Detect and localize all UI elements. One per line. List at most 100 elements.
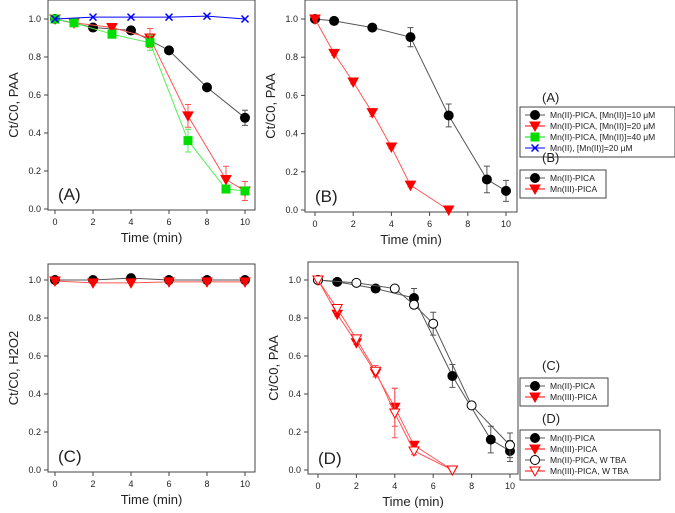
data-point [408,446,420,458]
series-line [314,18,449,211]
legend-entry: Mn(II)-PICA, [Mn(II)]=10 μM [550,110,655,120]
x-tick-label: 4 [389,219,394,229]
x-tick-label: 2 [90,479,95,489]
data-point [312,275,324,287]
x-tick-label: 10 [240,217,250,227]
data-point [505,440,515,451]
data-point [331,304,344,315]
y-tick-label: 0.8 [288,313,301,323]
x-tick-label: 6 [431,481,436,491]
data-point [239,277,251,288]
y-tick-label: 1.0 [285,14,298,24]
plot-frame [47,263,256,473]
data-point [466,400,477,411]
legend-entry: Mn(II)-PICA, [Mn(II)]=40 μM [550,132,655,142]
data-point [164,13,174,22]
y-tick-label: 0.4 [285,129,298,139]
panel-3: 0 2 4 6 8 10 0.0 0.2 0.4 0.6 0.8 1.0 Time (min) Ct/C0… [266,261,661,509]
x-tick-label: 6 [166,479,171,489]
series-1 [309,14,455,217]
legend-marker [529,444,541,456]
y-axis-label: Ct/C0, PAA [6,72,21,138]
data-point [443,110,454,121]
x-tick-label: 6 [427,219,432,229]
y-tick-label: 0.6 [285,90,298,100]
series-3 [50,12,250,24]
x-tick-label: 0 [52,479,57,489]
y-tick-label: 0.2 [285,167,298,177]
data-point [183,136,193,146]
data-point [501,185,511,196]
x-axis-label: Time (min) [382,494,444,508]
series-2 [313,275,515,459]
data-point [366,108,379,119]
y-tick-label: 0.0 [288,465,301,475]
series-line [55,277,245,281]
y-axis-label: Ct/C0, PAA [263,73,278,139]
x-tick-label: 4 [392,481,397,491]
y-tick-label: 0.6 [28,90,41,100]
data-point [88,13,98,22]
data-point [107,29,117,39]
data-point [351,277,362,288]
data-point [350,334,363,345]
data-point [485,434,496,445]
data-point [202,12,212,21]
data-point [409,299,419,310]
data-point [389,283,400,294]
data-point [87,278,99,289]
y-tick-label: 0.4 [288,389,301,399]
legend-entry: Mn(III)-PICA [550,392,598,402]
x-tick-label: 0 [315,481,320,491]
x-tick-label: 2 [90,217,95,227]
y-tick-label: 1.0 [28,14,41,24]
series-line [54,280,245,284]
data-point [202,82,212,93]
legend-box [519,106,675,158]
legend-entry: Mn(II)-PICA, W TBA [550,455,627,465]
data-point [385,142,398,153]
legend-title: (C) [542,358,560,373]
legend-title: (D) [542,411,560,426]
y-tick-label: 0.4 [28,389,41,399]
series-line [54,15,246,20]
y-axis-label: Ct/C0, H2O2 [6,331,21,405]
panel-label: (C) [58,447,82,466]
x-tick-label: 0 [312,219,317,229]
plot-frame [304,0,518,213]
x-axis-label: Time (min) [380,232,442,247]
y-tick-label: 0.8 [285,52,298,62]
data-point [442,205,455,217]
data-point [405,32,416,43]
series-0 [310,14,511,202]
legend-marker [530,143,540,153]
panel-label: (B) [315,187,338,206]
data-point [328,48,340,60]
data-point [240,186,250,196]
data-point [106,23,118,34]
panel-0: 0 2 4 6 8 10 0.0 0.2 0.4 0.6 0.8 1.0 Time (min) Ct/C0… [6,0,675,245]
y-tick-label: 0.0 [28,465,41,475]
legend-entry: Mn(II)-PICA [550,433,595,443]
legend-marker [530,110,540,120]
series-1 [49,276,251,289]
data-point [367,22,378,33]
legend-marker [530,455,540,465]
legend-title: (A) [542,90,559,105]
x-tick-label: 4 [128,217,133,227]
data-point [49,276,61,287]
x-tick-label: 10 [501,219,511,229]
y-tick-label: 0.0 [285,205,298,215]
series-3 [312,275,459,477]
panel-2: 0 2 4 6 8 10 0.0 0.2 0.4 0.6 0.8 1.0 Time (min) Ct/C0… [6,263,609,507]
data-point [125,278,137,289]
data-point [428,318,439,329]
x-axis-label: Time (min) [121,492,183,507]
data-point [446,465,459,477]
data-point [163,277,175,288]
x-tick-label: 8 [204,479,209,489]
